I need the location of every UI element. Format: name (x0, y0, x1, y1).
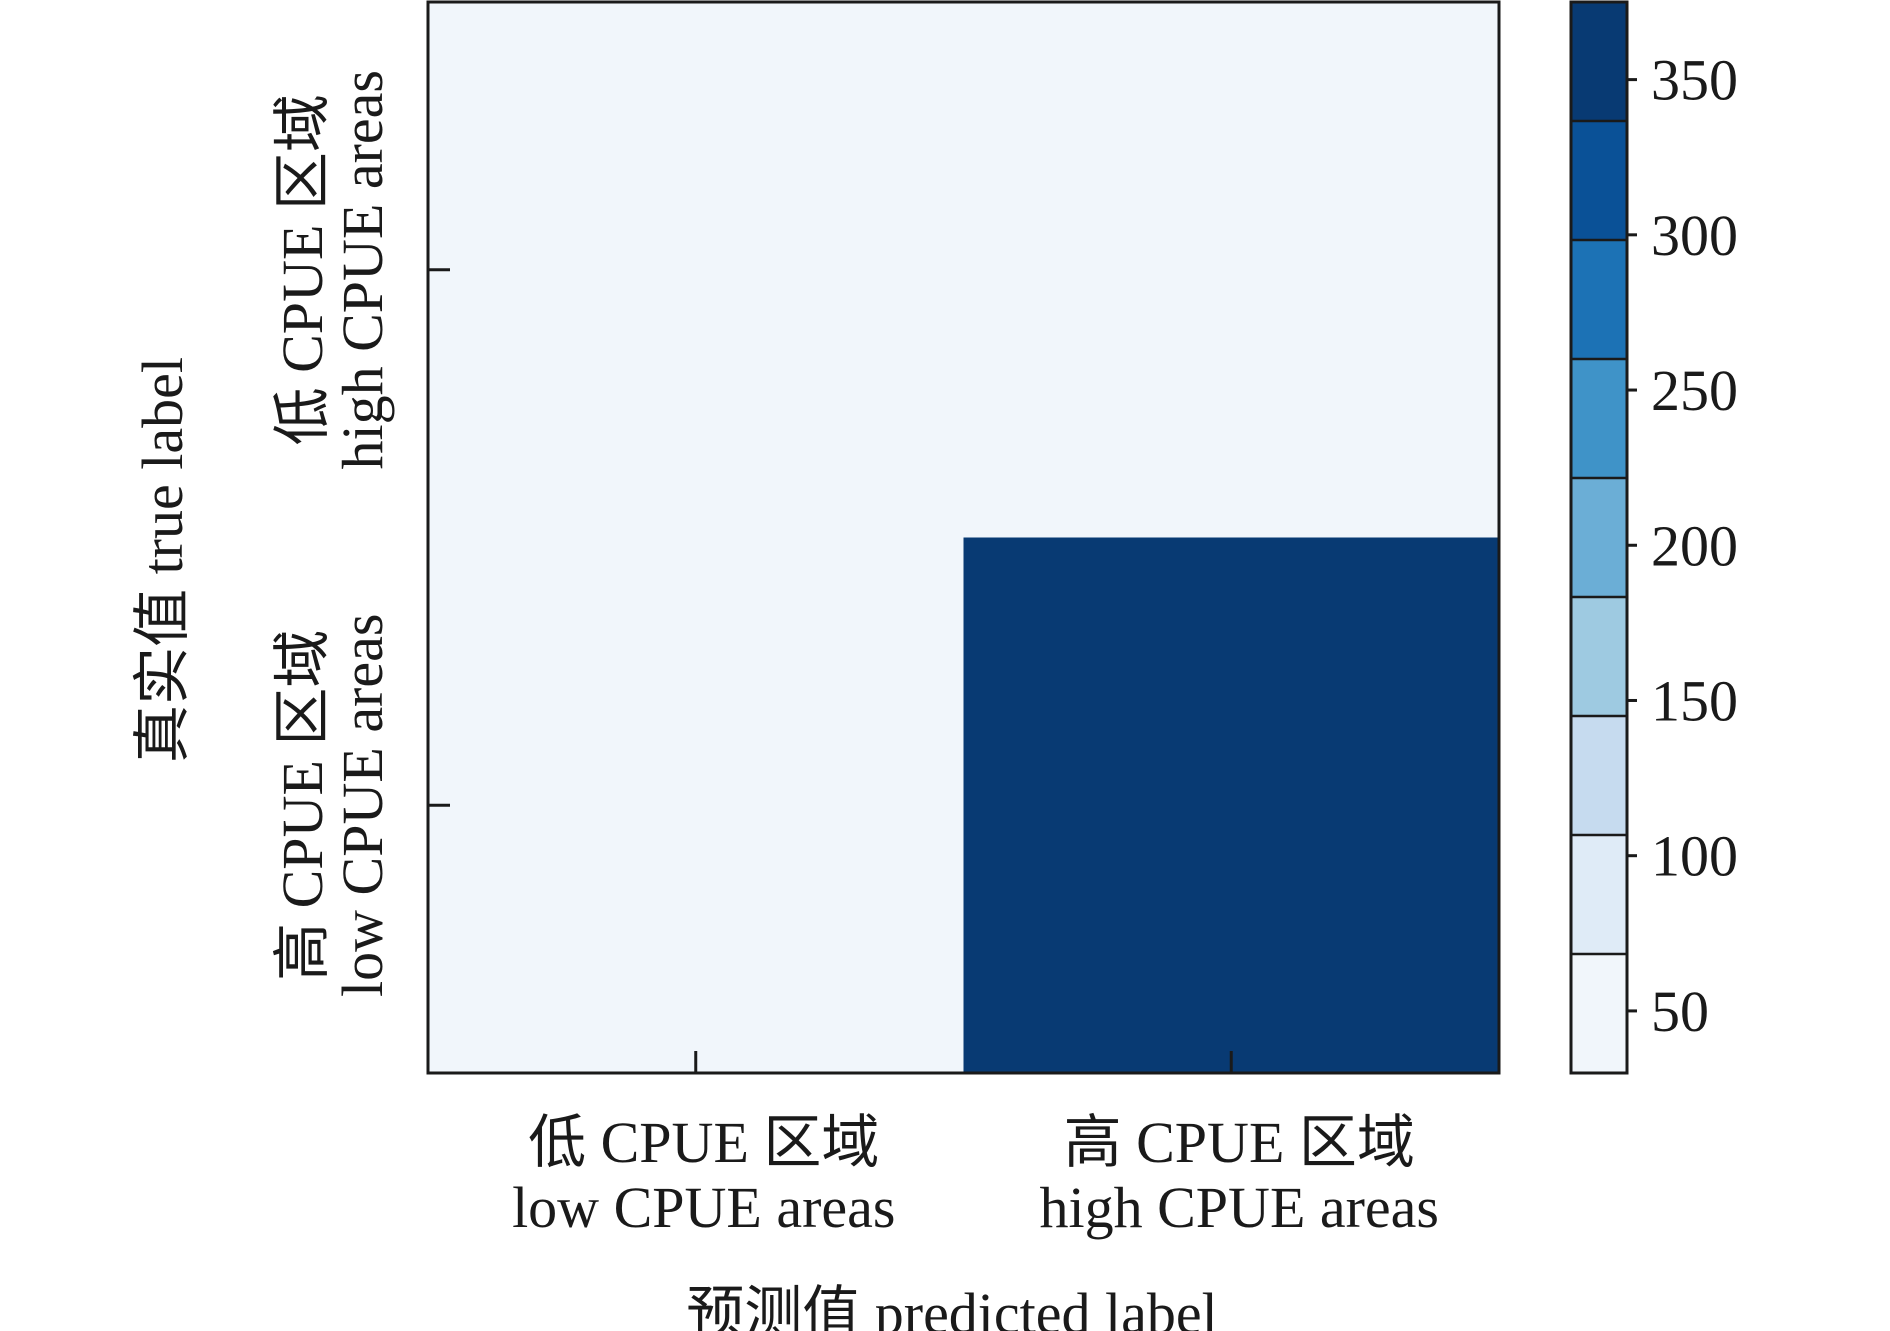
heatmap-cell-r0-c1 (963, 2, 1500, 538)
y-tick-label-line1: 低 CPUE 区域 (270, 94, 335, 445)
heatmap-cell-r1-c1 (963, 537, 1500, 1074)
heatmap-cell-r0-c0 (428, 2, 964, 538)
x-axis-ticks (694, 1051, 1233, 1073)
colorbar-segment (1571, 2, 1627, 122)
y-tick-label-line1: 高 CPUE 区域 (270, 630, 335, 981)
colorbar: 50 100 150 200 250 300 350 (1569, 0, 1738, 1075)
x-tick-label-line1: 低 CPUE 区域 (528, 1110, 879, 1175)
y-axis-ticks (428, 268, 450, 807)
colorbar-segment (1571, 835, 1627, 955)
colorbar-tick-label: 50 (1651, 979, 1709, 1044)
colorbar-segment (1571, 716, 1627, 836)
plot-frame (426, 0, 1501, 1075)
y-axis-title: 真实值 true label (130, 357, 195, 763)
heatmap-cell-r1-c0 (428, 537, 964, 1074)
colorbar-tick-label: 150 (1651, 668, 1738, 733)
colorbar-tick-label: 100 (1651, 824, 1738, 889)
y-tick-label-line2: low CPUE areas (330, 614, 395, 997)
y-tick-label-line2: high CPUE areas (330, 70, 395, 470)
x-tick-label-line2: high CPUE areas (1040, 1175, 1440, 1240)
colorbar-segment (1571, 597, 1627, 717)
colorbar-tick-label: 300 (1651, 203, 1738, 268)
heatmap-cells (428, 2, 1500, 1074)
x-tick-label-line2: low CPUE areas (512, 1175, 895, 1240)
colorbar-tick-label: 250 (1651, 358, 1738, 423)
colorbar-segment (1571, 240, 1627, 360)
colorbar-segment (1571, 121, 1627, 241)
colorbar-tick-label: 350 (1651, 48, 1738, 113)
colorbar-segment (1571, 359, 1627, 479)
colorbar-frame (1569, 0, 1629, 1075)
colorbar-tick-label: 200 (1651, 513, 1738, 578)
x-tick-label-line1: 高 CPUE 区域 (1064, 1110, 1415, 1175)
colorbar-segment (1571, 478, 1627, 598)
colorbar-segment (1571, 954, 1627, 1074)
x-axis-title: 预测值 predicted label (686, 1281, 1218, 1331)
